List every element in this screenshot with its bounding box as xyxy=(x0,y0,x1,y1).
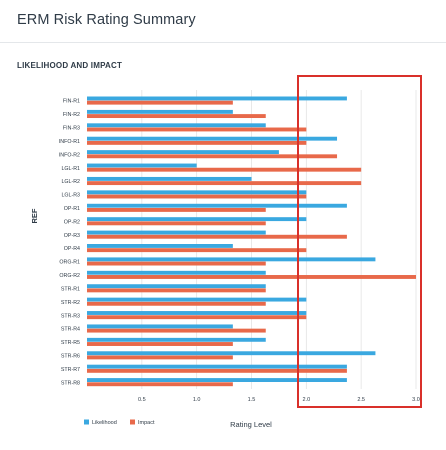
bar-impact-info-r2 xyxy=(87,154,338,159)
bar-impact-str-r5 xyxy=(87,342,233,346)
bar-impact-org-r1 xyxy=(87,261,266,266)
page-title: ERM Risk Rating Summary xyxy=(17,12,196,28)
bar-likelihood-str-r3 xyxy=(87,311,307,315)
bar-likelihood-str-r2 xyxy=(87,297,307,302)
bar-impact-op-r4 xyxy=(87,248,307,253)
bar-likelihood-fin-r2 xyxy=(87,109,233,114)
bar-likelihood-str-r1 xyxy=(87,284,266,289)
x-axis-title: Rating Level xyxy=(230,420,272,429)
bar-impact-lgl-r1 xyxy=(87,167,362,172)
bar-likelihood-op-r3 xyxy=(87,230,266,235)
legend-label-impact: Impact xyxy=(138,420,155,426)
legend-label-likelihood: Likelihood xyxy=(92,420,117,426)
bar-likelihood-lgl-r2 xyxy=(87,176,252,181)
y-tick-label: LGL-R2 xyxy=(61,179,80,185)
bar-impact-str-r3 xyxy=(87,315,307,320)
y-axis-title: REF xyxy=(30,208,39,223)
bar-impact-info-r1 xyxy=(87,140,307,145)
bar-likelihood-str-r5 xyxy=(87,337,266,342)
y-tick-label: STR-R8 xyxy=(61,380,80,386)
bar-likelihood-str-r8 xyxy=(87,378,347,382)
y-tick-label: STR-R5 xyxy=(61,340,80,346)
y-tick-label: STR-R7 xyxy=(61,367,80,373)
bar-likelihood-fin-r1 xyxy=(87,96,347,101)
y-tick-label: STR-R2 xyxy=(61,300,80,306)
y-tick-label: STR-R4 xyxy=(61,327,80,333)
bar-impact-str-r2 xyxy=(87,301,266,306)
bar-likelihood-lgl-r3 xyxy=(87,190,307,195)
y-tick-label: LGL-R1 xyxy=(61,166,80,172)
bar-likelihood-op-r4 xyxy=(87,244,233,248)
y-tick-label: INFO-R1 xyxy=(59,139,80,145)
x-tick-label: 2.5 xyxy=(357,397,365,403)
bar-likelihood-info-r1 xyxy=(87,136,338,141)
y-tick-label: INFO-R2 xyxy=(59,152,80,158)
bar-likelihood-str-r7 xyxy=(87,364,347,369)
x-tick-label: 2.0 xyxy=(303,397,311,403)
bar-impact-str-r6 xyxy=(87,355,233,360)
bar-impact-str-r4 xyxy=(87,328,266,333)
bar-likelihood-info-r2 xyxy=(87,150,279,155)
legend-swatch-likelihood xyxy=(84,419,89,425)
bar-likelihood-op-r2 xyxy=(87,217,307,222)
y-tick-label: OP-R4 xyxy=(64,246,80,252)
bar-likelihood-org-r1 xyxy=(87,257,376,262)
bar-likelihood-fin-r3 xyxy=(87,123,266,128)
x-tick-label: 1.0 xyxy=(193,397,201,403)
highlight-box xyxy=(297,75,422,408)
bar-likelihood-lgl-r1 xyxy=(87,163,197,168)
bar-likelihood-org-r2 xyxy=(87,270,266,275)
bar-impact-fin-r1 xyxy=(87,100,233,105)
y-tick-label: FIN-R3 xyxy=(63,126,80,132)
x-tick-label: 3.0 xyxy=(412,397,420,403)
bar-impact-str-r8 xyxy=(87,382,233,387)
bar-impact-fin-r3 xyxy=(87,127,307,132)
y-tick-label: FIN-R1 xyxy=(63,99,80,105)
bar-impact-op-r1 xyxy=(87,207,266,212)
y-tick-label: ORG-R2 xyxy=(59,273,80,279)
y-tick-label: STR-R3 xyxy=(61,313,80,319)
y-tick-label: OP-R2 xyxy=(64,219,80,225)
x-tick-label: 0.5 xyxy=(138,397,146,403)
y-tick-label: FIN-R2 xyxy=(63,112,80,118)
title-divider xyxy=(0,42,446,43)
y-tick-label: OP-R3 xyxy=(64,233,80,239)
x-tick-label: 1.5 xyxy=(248,397,256,403)
bar-impact-str-r1 xyxy=(87,288,266,293)
legend: Likelihood Impact xyxy=(84,419,155,426)
labels-layer: 0.5 1.0 1.5 2.0 2.5 3.0 FIN-R1 FIN-R2 FIN-R3 INFO… xyxy=(59,99,420,403)
y-tick-label: ORG-R1 xyxy=(59,260,80,266)
y-tick-label: STR-R1 xyxy=(61,286,80,292)
bars-layer xyxy=(87,96,416,387)
bar-impact-org-r2 xyxy=(87,275,416,279)
bar-likelihood-op-r1 xyxy=(87,203,347,208)
section-title: LIKELIHOOD AND IMPACT xyxy=(17,61,123,70)
y-tick-label: STR-R6 xyxy=(61,353,80,359)
bar-impact-lgl-r2 xyxy=(87,181,362,186)
y-tick-label: OP-R1 xyxy=(64,206,80,212)
bar-impact-fin-r2 xyxy=(87,114,266,119)
bar-impact-str-r7 xyxy=(87,368,347,373)
legend-swatch-impact xyxy=(130,419,135,425)
bar-impact-lgl-r3 xyxy=(87,194,307,199)
bar-impact-op-r3 xyxy=(87,234,347,239)
bar-impact-op-r2 xyxy=(87,221,266,226)
bar-likelihood-str-r6 xyxy=(87,351,376,356)
bar-likelihood-str-r4 xyxy=(87,324,233,329)
y-tick-label: LGL-R3 xyxy=(61,193,80,199)
